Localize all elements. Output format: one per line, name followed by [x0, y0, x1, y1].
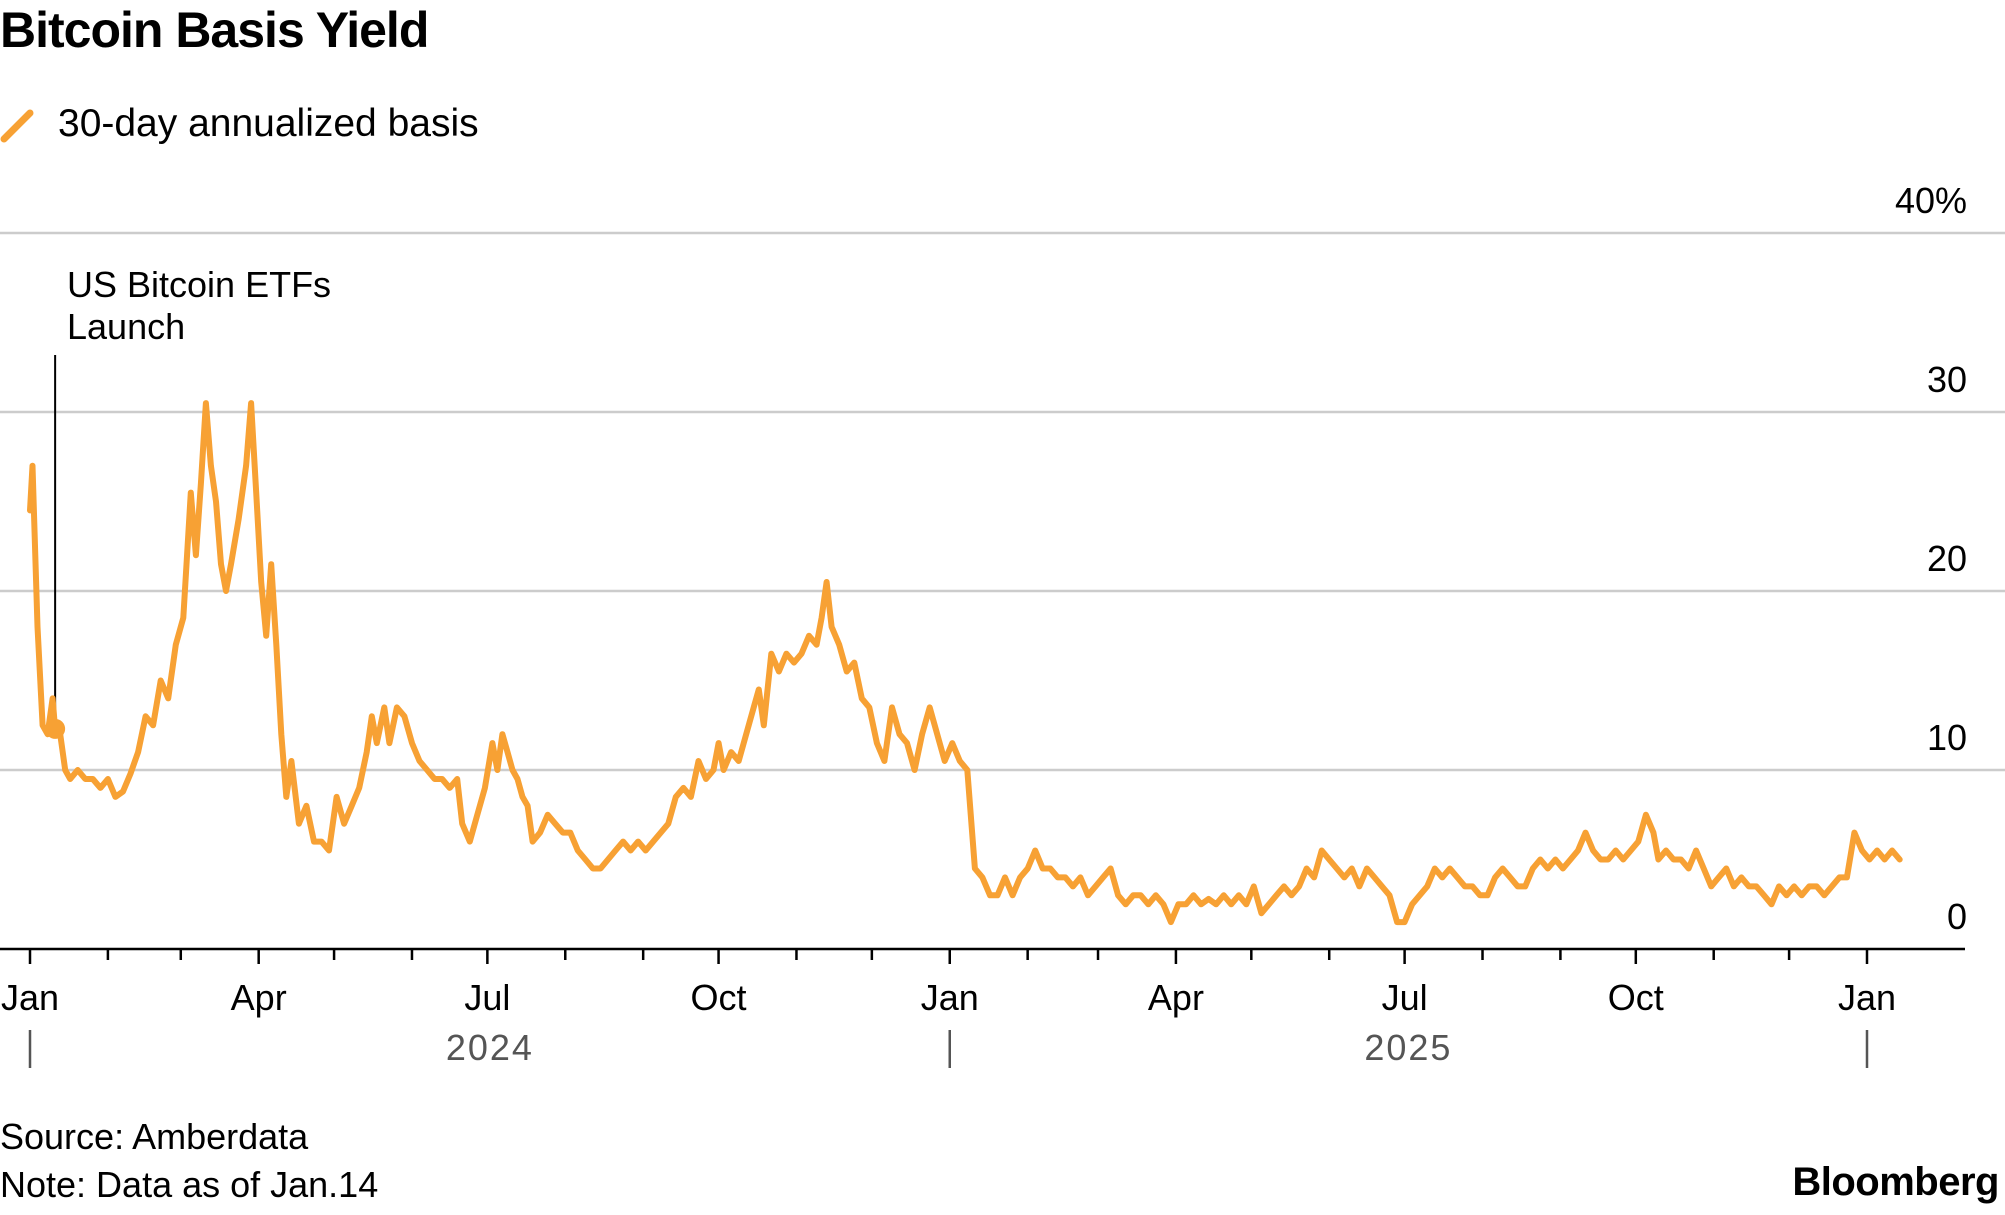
- x-tick-label: Oct: [691, 977, 747, 1018]
- line-chart: 0 10 20 30 40% Jan Apr Jul Oct Jan Apr Jul Oct Jan 20…: [0, 180, 2005, 1068]
- y-axis-ticks: 0 10 20 30 40%: [1895, 180, 1967, 937]
- year-label-2025: 2025: [1364, 1027, 1452, 1068]
- year-label-2024: 2024: [446, 1027, 534, 1068]
- x-tick-label: Apr: [231, 977, 287, 1018]
- gridlines: [0, 231, 2005, 772]
- chart-title: Bitcoin Basis Yield: [0, 2, 429, 58]
- x-axis: Jan Apr Jul Oct Jan Apr Jul Oct Jan 2024 2025: [0, 947, 1965, 1068]
- y-tick-label-30: 30: [1927, 359, 1967, 400]
- series-line-30-day-annualized-basis: [27, 400, 1903, 926]
- x-tick-label: Apr: [1148, 977, 1204, 1018]
- x-tick-label: Jan: [1838, 977, 1896, 1018]
- data-note: Note: Data as of Jan.14: [0, 1164, 379, 1205]
- source-note: Source: Amberdata: [0, 1116, 309, 1157]
- x-tick-label: Oct: [1608, 977, 1664, 1018]
- legend-label: 30-day annualized basis: [58, 102, 479, 145]
- y-tick-label-10: 10: [1927, 717, 1967, 758]
- etf-launch-marker: [45, 718, 66, 739]
- x-tick-label: Jul: [1382, 977, 1428, 1018]
- x-tick-label: Jan: [921, 977, 979, 1018]
- x-tick-label: Jul: [464, 977, 510, 1018]
- annotation-label: Launch: [67, 306, 185, 347]
- y-tick-label-0: 0: [1947, 896, 1967, 937]
- bloomberg-logo: Bloomberg: [1792, 1160, 1999, 1204]
- diagonal-line-icon: [0, 109, 34, 143]
- annotation-label: US Bitcoin ETFs: [67, 264, 331, 305]
- legend: 30-day annualized basis: [0, 96, 479, 152]
- y-tick-label-20: 20: [1927, 538, 1967, 579]
- x-tick-label: Jan: [1, 977, 59, 1018]
- series-layer: [27, 400, 1903, 926]
- y-tick-label-40: 40%: [1895, 180, 1967, 221]
